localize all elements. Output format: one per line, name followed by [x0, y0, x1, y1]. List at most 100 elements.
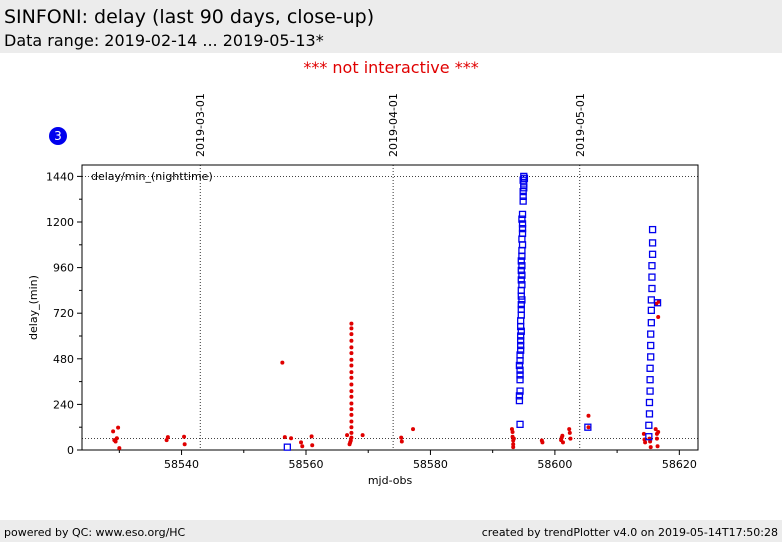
- y-tick-label: 0: [67, 444, 74, 457]
- data-point-square: [645, 421, 653, 429]
- data-point-square: [516, 371, 524, 379]
- data-point-square: [517, 257, 525, 265]
- data-point-dot: [182, 442, 187, 447]
- data-point-dot: [653, 427, 658, 432]
- data-point-dot: [349, 363, 354, 368]
- data-point-dot: [511, 445, 516, 450]
- data-point-dot: [641, 431, 646, 436]
- data-point-dot: [560, 433, 565, 438]
- data-point-dot: [349, 389, 354, 394]
- data-point-dot: [399, 439, 404, 444]
- data-point-dot: [349, 435, 354, 440]
- data-point-dot: [299, 440, 304, 445]
- data-point-dot: [114, 436, 119, 441]
- x-tick-label: 58600: [537, 458, 572, 471]
- data-point-square: [517, 337, 525, 345]
- data-point-dot: [567, 427, 572, 432]
- data-point-dot: [349, 375, 354, 380]
- y-tick-label: 480: [53, 353, 74, 366]
- header-bar: SINFONI: delay (last 90 days, close-up) …: [0, 0, 782, 53]
- data-point-dot: [111, 429, 116, 434]
- x-tick-label: 58580: [413, 458, 448, 471]
- data-point-square: [518, 210, 527, 219]
- data-point-dot: [654, 301, 659, 306]
- data-point-square: [518, 271, 526, 279]
- data-point-dot: [648, 439, 653, 444]
- data-point-dot: [411, 427, 416, 432]
- data-point-dot: [116, 425, 121, 430]
- data-point-dot: [360, 433, 365, 438]
- data-point-square: [516, 376, 524, 384]
- data-point-square: [518, 220, 527, 228]
- data-point-square: [515, 361, 524, 370]
- data-point-square: [518, 215, 526, 223]
- data-point-square: [647, 330, 655, 338]
- data-point-dot: [349, 430, 354, 435]
- plot-frame: [81, 164, 699, 451]
- panel-label: delay/min_(nighttime): [91, 170, 213, 183]
- data-point-dot: [540, 440, 545, 445]
- data-point-square: [516, 366, 524, 374]
- y-tick-label: 960: [53, 262, 74, 275]
- data-point-dot: [511, 442, 516, 447]
- x-tick-label: 58620: [662, 458, 697, 471]
- date-marker-label: 2019-04-01: [387, 93, 400, 157]
- data-point-square: [518, 281, 526, 289]
- data-point-dot: [656, 429, 661, 434]
- data-point-dot: [349, 338, 354, 343]
- data-point-dot: [280, 360, 285, 365]
- data-layer: [111, 172, 662, 451]
- date-marker-label: 2019-05-01: [574, 93, 587, 157]
- data-point-dot: [345, 433, 350, 438]
- data-point-square: [516, 420, 524, 429]
- data-point-dot: [164, 438, 169, 443]
- x-tick-label: 58540: [164, 458, 199, 471]
- data-point-square: [653, 299, 662, 307]
- data-point-dot: [349, 394, 354, 399]
- data-point-square: [648, 239, 657, 247]
- y-tick-label: 1200: [46, 216, 74, 229]
- data-point-square: [520, 184, 528, 192]
- x-tick-label: 58560: [289, 458, 324, 471]
- data-point-square: [518, 262, 526, 270]
- data-point-dot: [656, 315, 661, 319]
- data-point-dot: [643, 440, 648, 445]
- data-point-square: [646, 387, 654, 395]
- data-point-dot: [349, 401, 354, 406]
- data-point-dot: [282, 435, 287, 440]
- data-point-square: [517, 341, 525, 350]
- data-point-square: [518, 296, 526, 304]
- data-point-square: [517, 332, 525, 340]
- data-point-square: [516, 351, 524, 359]
- data-point-square: [647, 296, 655, 304]
- data-point-square: [647, 319, 655, 327]
- data-point-dot: [349, 332, 354, 337]
- date-marker-label: 2019-03-01: [194, 93, 207, 157]
- data-point-square: [517, 266, 525, 275]
- data-point-square: [519, 192, 527, 201]
- data-point-square: [646, 376, 654, 384]
- data-point-square: [515, 392, 524, 400]
- data-point-dot: [654, 436, 659, 441]
- data-point-dot: [586, 413, 591, 418]
- data-point-square: [647, 341, 655, 350]
- data-point-dot: [165, 435, 170, 440]
- data-point-dot: [510, 429, 515, 434]
- data-point-dot: [309, 434, 314, 439]
- data-point-square: [645, 410, 654, 418]
- data-point-dot: [586, 425, 591, 430]
- data-point-square: [517, 305, 525, 314]
- data-range-subtitle: Data range: 2019-02-14 ... 2019-05-13*: [4, 31, 324, 50]
- data-point-dot: [349, 326, 354, 331]
- reference-line-layer: [82, 175, 698, 440]
- data-point-dot: [567, 430, 572, 435]
- data-point-dot: [560, 440, 565, 445]
- data-point-dot: [289, 436, 294, 441]
- data-point-dot: [117, 446, 122, 451]
- page-title: SINFONI: delay (last 90 days, close-up): [4, 6, 375, 28]
- data-point-dot: [399, 435, 404, 440]
- data-point-dot: [349, 419, 354, 424]
- data-point-square: [648, 225, 657, 234]
- badge-circle: [49, 127, 67, 145]
